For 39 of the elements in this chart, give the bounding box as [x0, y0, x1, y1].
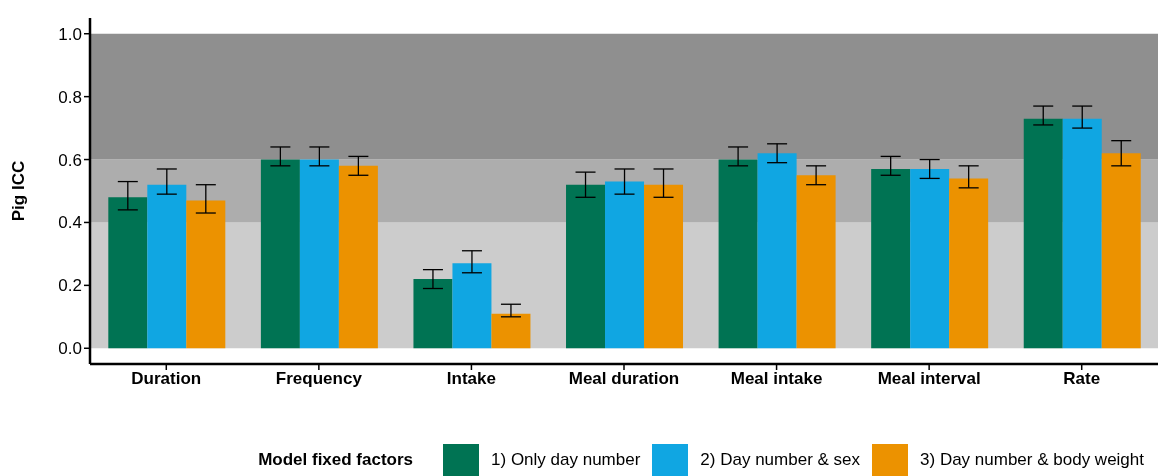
x-tick-label: Duration	[131, 369, 202, 389]
bar	[796, 175, 836, 349]
bar	[910, 168, 950, 349]
legend-label: 2) Day number & sex	[700, 450, 861, 470]
bar	[452, 263, 492, 349]
y-axis-title: Pig ICC	[9, 160, 29, 222]
x-tick-label: Meal duration	[568, 369, 680, 389]
bar	[491, 313, 531, 349]
x-tick-label: Frequency	[275, 369, 363, 389]
legend-label: 3) Day number & body weight	[920, 450, 1144, 470]
bar	[413, 279, 453, 349]
bar	[1101, 153, 1141, 349]
x-tick-label: Rate	[1063, 369, 1101, 389]
bar	[260, 159, 300, 349]
bar	[566, 184, 606, 349]
bar	[757, 153, 797, 349]
y-tick-label: 0.4	[58, 213, 82, 233]
y-tick-label: 0.2	[58, 276, 82, 296]
bar	[605, 181, 645, 349]
y-tick-label: 0.8	[58, 87, 82, 107]
legend-label: 1) Only day number	[491, 450, 641, 470]
bar	[1062, 118, 1102, 349]
legend-title: Model fixed factors	[258, 450, 414, 470]
bar	[949, 178, 989, 349]
bar	[718, 159, 758, 349]
y-tick-label: 0.6	[58, 150, 82, 170]
bar	[108, 197, 148, 349]
x-tick-label: Intake	[446, 369, 496, 389]
bar	[1023, 118, 1063, 349]
y-tick-label: 1.0	[58, 24, 82, 44]
bar	[186, 200, 226, 349]
bar	[338, 165, 378, 349]
bar	[644, 184, 684, 349]
x-tick-label: Meal interval	[877, 369, 981, 389]
bar	[299, 159, 339, 349]
x-tick-label: Meal intake	[730, 369, 823, 389]
bar	[147, 184, 187, 349]
bar	[871, 168, 911, 349]
y-tick-label: 0.0	[58, 339, 82, 359]
